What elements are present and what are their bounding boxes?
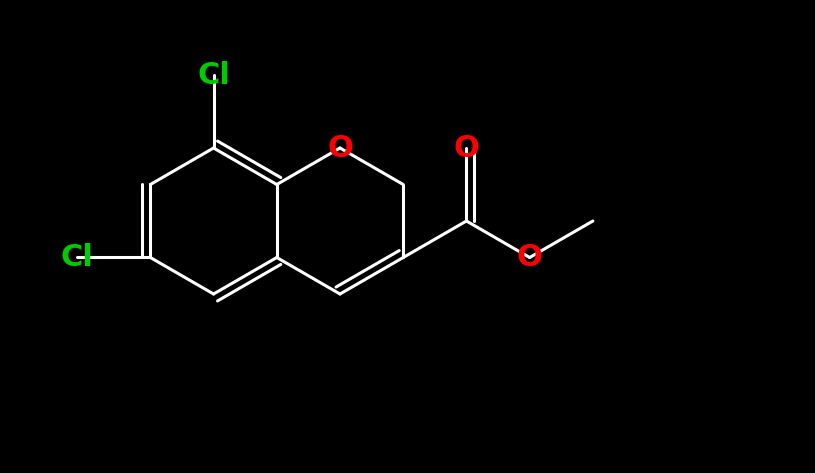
Text: Cl: Cl bbox=[61, 243, 94, 272]
Text: O: O bbox=[453, 133, 479, 163]
Text: O: O bbox=[327, 133, 353, 163]
Text: O: O bbox=[517, 243, 543, 272]
Text: Cl: Cl bbox=[197, 61, 230, 89]
